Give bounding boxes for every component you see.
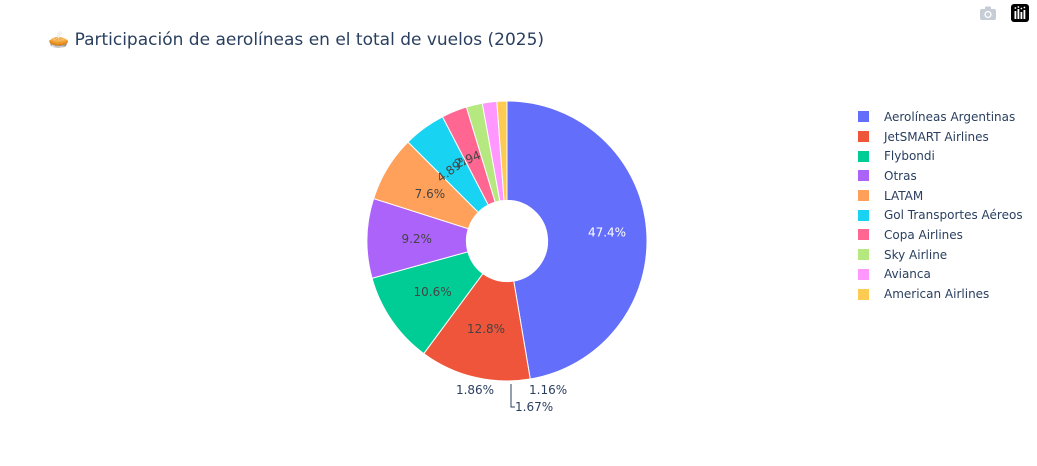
legend-label: Copa Airlines [884,227,963,242]
legend-swatch [858,111,869,123]
legend-item-jetsmart-airlines[interactable]: JetSMART Airlines [858,127,1023,147]
legend-label: JetSMART Airlines [884,129,989,144]
legend-label: Aerolíneas Argentinas [884,109,1016,124]
legend-swatch [858,229,869,241]
chart-title: 🥧 Participación de aerolíneas en el tota… [48,30,544,50]
legend-swatch [858,249,869,261]
legend-label: Flybondi [884,149,935,164]
legend-swatch [858,190,869,202]
pie-slice-aerolineas-argentinas[interactable] [506,100,648,380]
legend-item-flybondi[interactable]: Flybondi [858,146,1023,166]
pie-slice-american-airlines[interactable] [496,100,508,202]
legend-label: Sky Airline [884,247,948,262]
pie-emoji-icon: 🥧 [48,30,70,50]
legend-label: Gol Transportes Aéreos [884,208,1023,223]
slice-label-latam: 7.6% [415,187,446,201]
slice-label-sky-airline: 1.86% [456,383,494,397]
legend-item-aerolineas-argentinas[interactable]: Aerolíneas Argentinas [858,107,1023,127]
legend-swatch [858,288,869,300]
legend-item-copa-airlines[interactable]: Copa Airlines [858,225,1023,245]
legend-swatch [858,268,869,280]
slice-label-flybondi: 10.6% [414,285,452,299]
pie-slice-jetsmart-airlines[interactable] [423,272,531,382]
slice-label-jetsmart-airlines: 12.8% [467,322,505,336]
legend-item-latam[interactable]: LATAM [858,186,1023,206]
legend-swatch [858,150,869,162]
slice-label-otras: 9.2% [401,232,432,246]
slice-label-aerolineas-argentinas: 47.4% [588,226,626,240]
legend: Aerolíneas Argentinas JetSMART Airlines Fl… [858,107,1023,304]
legend-label: Otras [884,168,917,183]
slice-label-avianca: 1.67% [515,400,553,414]
leader-line-avianca [510,384,515,408]
legend-swatch [858,131,869,143]
legend-swatch [858,209,869,221]
plotly-logo-icon[interactable] [1009,2,1031,24]
modebar [977,2,1031,24]
camera-icon[interactable] [977,2,999,24]
legend-item-american-airlines[interactable]: American Airlines [858,284,1023,304]
legend-swatch [858,170,869,182]
legend-item-gol-transportes-aereos[interactable]: Gol Transportes Aéreos [858,205,1023,225]
legend-label: American Airlines [884,287,990,302]
slice-label-american-airlines: 1.16% [529,383,567,397]
legend-label: LATAM [884,188,924,203]
legend-item-sky-airline[interactable]: Sky Airline [858,245,1023,265]
legend-item-avianca[interactable]: Avianca [858,265,1023,285]
chart-title-text: Participación de aerolíneas en el total … [74,30,545,50]
legend-item-otras[interactable]: Otras [858,166,1023,186]
legend-label: Avianca [884,267,931,282]
